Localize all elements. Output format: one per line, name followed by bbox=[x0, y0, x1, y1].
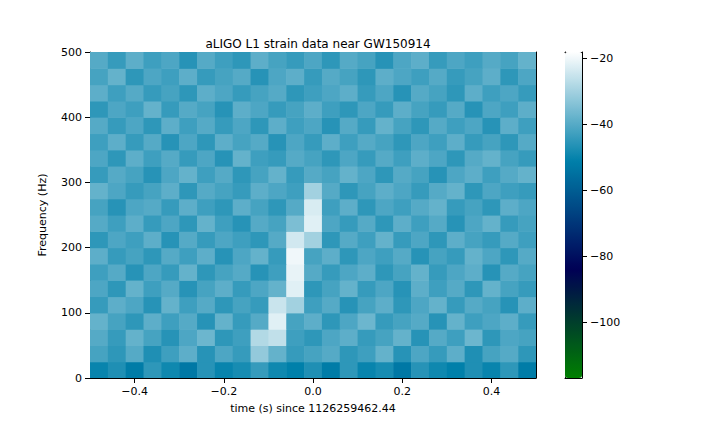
svg-text:0.4: 0.4 bbox=[483, 385, 501, 398]
svg-text:−60: −60 bbox=[590, 184, 613, 197]
svg-text:−20: −20 bbox=[590, 52, 613, 65]
svg-text:500: 500 bbox=[61, 46, 82, 59]
svg-text:aLIGO L1 strain data near GW15: aLIGO L1 strain data near GW150914 bbox=[205, 37, 430, 51]
svg-text:200: 200 bbox=[61, 241, 82, 254]
svg-text:0: 0 bbox=[75, 372, 82, 385]
svg-text:100: 100 bbox=[61, 306, 82, 319]
svg-text:−0.4: −0.4 bbox=[121, 385, 148, 398]
svg-text:time (s) since 1126259462.44: time (s) since 1126259462.44 bbox=[230, 402, 396, 415]
svg-text:−40: −40 bbox=[590, 118, 613, 131]
svg-text:400: 400 bbox=[61, 111, 82, 124]
svg-text:0.0: 0.0 bbox=[304, 385, 322, 398]
svg-text:300: 300 bbox=[61, 176, 82, 189]
svg-text:−0.2: −0.2 bbox=[210, 385, 237, 398]
svg-text:−100: −100 bbox=[590, 316, 620, 329]
svg-text:−80: −80 bbox=[590, 250, 613, 263]
svg-text:0.2: 0.2 bbox=[393, 385, 411, 398]
svg-text:Frequency (Hz): Frequency (Hz) bbox=[36, 174, 49, 257]
